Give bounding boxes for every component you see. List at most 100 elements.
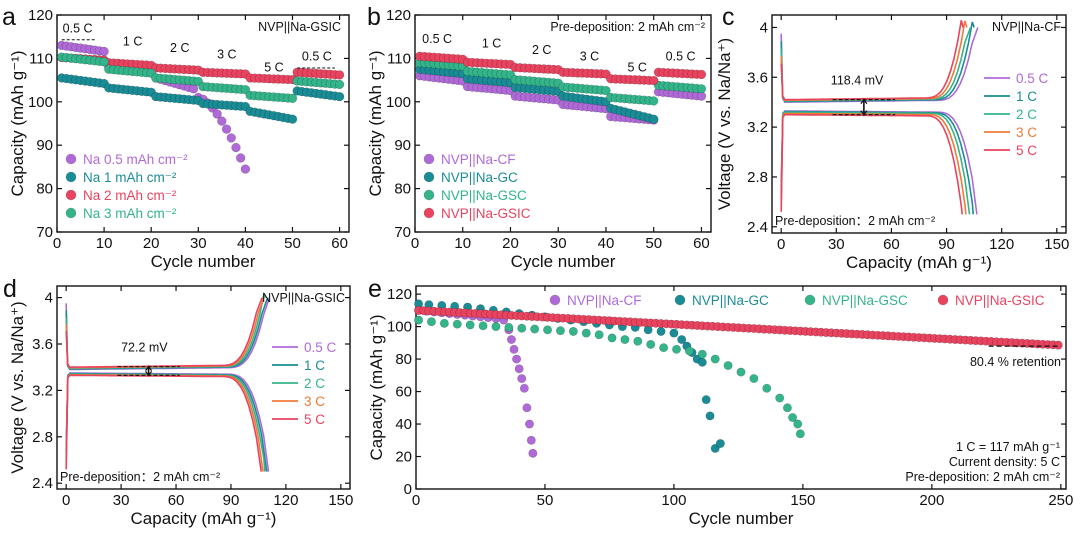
charge-curve [65,297,269,370]
y-tick-label: 3.2 [32,382,53,399]
arrow-head [145,365,153,371]
condition-note: Current density: 5 C [949,455,1060,469]
panel-c: 0 30 60 90 120 150 2.4 2.8 3.2 3.6 4 Capacity (mAh … [715,3,1069,272]
data-point [762,383,772,393]
rate-label: 3 C [580,50,599,64]
y-tick-label: 2.4 [32,475,53,492]
legend-entry: 5 C [1016,143,1037,158]
data-point [517,374,527,384]
data-point [526,435,536,445]
x-tick-label: 60 [331,235,348,252]
pre-deposition-note: Pre-deposition：2 mAh cm⁻² [775,214,935,228]
x-axis-label: Capacity (mAh g⁻¹) [846,253,992,272]
x-tick-label: 30 [828,236,845,253]
data-point [649,75,659,86]
data-point [656,326,666,336]
data-point [696,69,707,80]
data-point [65,189,77,201]
legend-entry: Na 2 mAh cm⁻² [83,188,177,203]
data-point [221,124,232,134]
data-layer [414,299,1063,458]
data-layer [780,20,979,215]
y-tick-label: 120 [386,7,411,24]
rate-label: 5 C [264,60,283,74]
data-point [568,326,578,336]
x-axis-label: Capacity (mAh g⁻¹) [131,509,277,528]
rate-label: 2 C [170,41,189,55]
charge-curve [65,291,267,370]
data-point [649,96,659,106]
data-point [749,374,759,384]
data-point [414,315,424,325]
y-tick-label: 3.6 [747,69,768,86]
data-point [633,336,643,346]
series-nvp-na-gc [415,64,659,124]
series-nvp-na-gsc [414,315,805,439]
data-point [715,439,725,449]
y-axis-label: Voltage (V vs. Na/Na⁺) [8,301,27,473]
panel-b: 0 10 20 30 40 50 60 70 80 90 100 110 120 Cycle number… [366,3,712,271]
rate-label: 2 C [532,43,551,57]
rate-label: 1 C [482,37,501,51]
legend-entry: NVP||Na-GC [441,170,518,185]
y-tick-label: 80 [394,181,411,198]
legend-entry: 5 C [304,412,325,427]
data-point [506,335,516,345]
x-tick-label: 20 [143,235,160,252]
series-nvp-na-gsic [415,51,707,86]
panel-letter: d [3,275,17,303]
data-point [287,114,298,124]
data-point [793,419,803,429]
arrow-head [860,98,868,105]
x-tick-label: 90 [223,492,240,509]
data-point [452,319,462,329]
gap-value-label: 118.4 mV [831,74,884,88]
data-point [423,153,435,165]
panel-d: 0 30 60 90 120 150 2.4 2.8 3.2 3.6 4 Capacity (mAh … [3,275,353,528]
x-tick-label: 100 [661,492,686,509]
y-tick-label: 80 [36,181,53,198]
rate-label: 5 C [627,60,646,74]
legend-entry: 2 C [304,376,325,391]
discharge-curve [65,372,268,472]
y-tick-label: 20 [395,449,412,466]
x-tick-label: 20 [502,235,519,252]
condition-note: Pre-deposition: 2 mAh cm⁻² [905,470,1060,484]
data-point [235,153,246,163]
data-point [504,322,514,332]
legend-entry: Na 1 mAh cm⁻² [83,170,177,185]
legend-entry: 0.5 C [1016,71,1049,86]
data-point [287,93,298,104]
x-tick-label: 0 [411,235,419,252]
panel-a: 0 10 20 30 40 50 60 70 80 90 100 110 120 Cycle number… [2,3,350,271]
data-point [669,328,679,338]
data-point [601,85,611,96]
data-point [696,84,707,94]
data-point [478,321,488,331]
x-tick-label: 30 [550,235,567,252]
legend-entry: NVP||Na-GSC [441,188,527,203]
data-point [530,324,540,334]
discharge-curve [780,113,963,215]
condition-note: 1 C = 117 mAh g⁻¹ [956,440,1060,454]
data-point [697,349,707,359]
data-point [99,57,109,67]
data-layer [415,51,707,125]
retention-label: 80.4 % retention [970,355,1061,369]
y-tick-label: 100 [387,319,412,336]
x-tick-label: 120 [989,236,1014,253]
panel-title: NVP||Na-CF [992,20,1061,34]
data-layer [57,40,345,174]
x-tick-label: 0 [53,235,61,252]
y-tick-label: 70 [394,224,411,241]
legend-entry: 3 C [1016,125,1037,140]
x-tick-label: 50 [645,235,662,252]
x-tick-label: 40 [237,235,254,252]
panel-letter: b [367,3,381,31]
x-tick-label: 0 [412,492,420,509]
data-point [334,70,345,80]
data-point [528,448,538,458]
data-point [423,207,435,219]
series-na-3-mah-cm-2 [57,52,345,104]
panel-title: NVP||Na-GSIC [262,291,345,305]
